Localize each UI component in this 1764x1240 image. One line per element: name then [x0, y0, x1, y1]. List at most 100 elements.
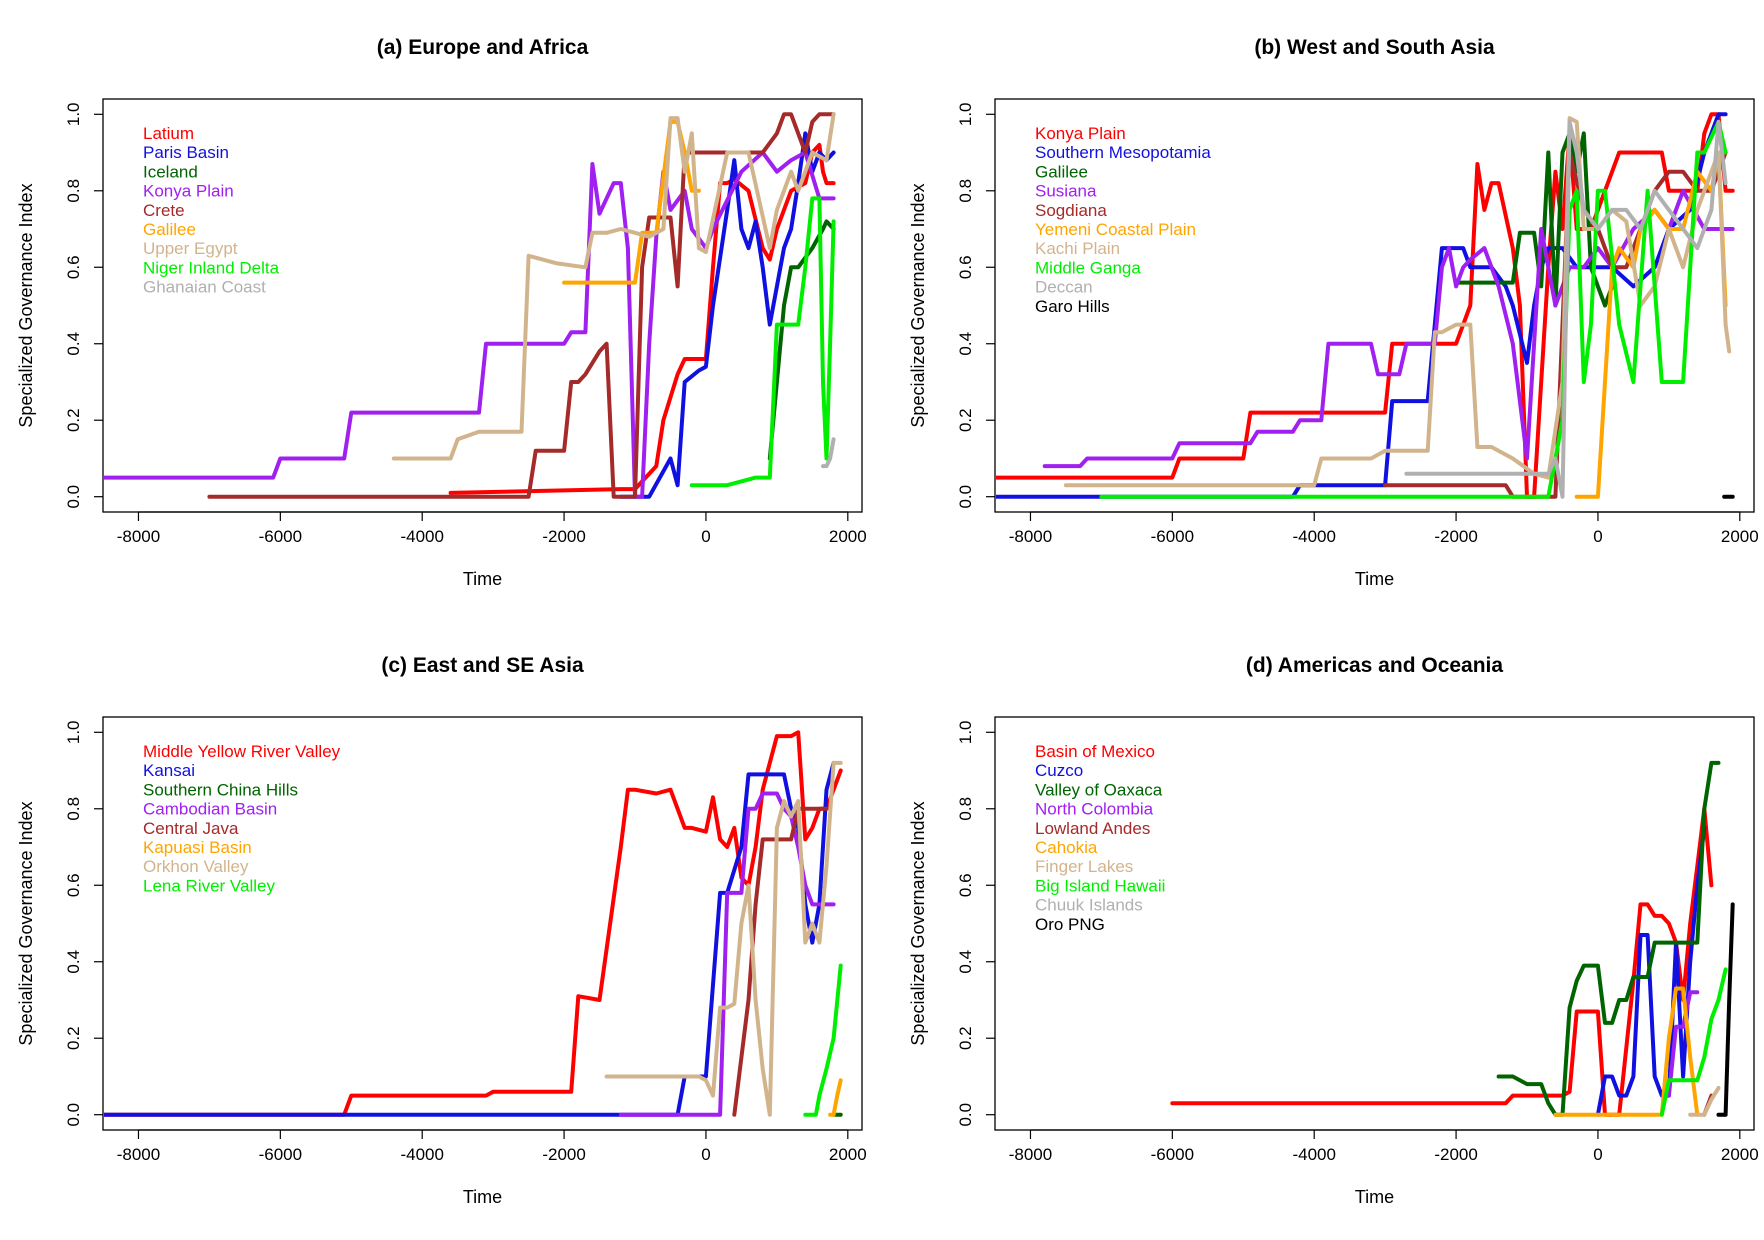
legend-entry: Niger Inland Delta [143, 258, 280, 277]
y-tick-label: 0.6 [956, 255, 975, 279]
x-tick-label: -6000 [1151, 527, 1194, 546]
series-line-8 [803, 963, 843, 1117]
y-axis-label: Specialized Governance Index [908, 801, 928, 1045]
legend-entry: Crete [143, 201, 185, 220]
y-tick-label: 0.0 [64, 1103, 83, 1127]
x-tick-label: -8000 [117, 527, 160, 546]
y-tick-label: 0.8 [956, 797, 975, 821]
chart-panel-2: (b) West and South Asia -8000 -6000 -4000 -2… [908, 36, 1759, 589]
x-tick-label: -2000 [542, 527, 585, 546]
y-tick-label: 0.6 [956, 873, 975, 897]
y-tick-label: 0.2 [64, 408, 83, 432]
x-tick-label: -8000 [1009, 1145, 1052, 1164]
x-tick-label: -4000 [1292, 1145, 1335, 1164]
series-line-9 [821, 437, 836, 469]
series-group [104, 112, 836, 499]
y-tick-label: 1.0 [64, 720, 83, 744]
x-tick-label: -8000 [1009, 527, 1052, 546]
legend-entry: Southern Mesopotamia [1035, 143, 1211, 162]
x-tick-label: -6000 [259, 527, 302, 546]
y-tick-label: 0.2 [64, 1026, 83, 1050]
legend-entry: Susiana [1035, 182, 1097, 201]
legend-entry: Big Island Hawaii [1035, 876, 1165, 895]
series-line-7 [391, 112, 836, 461]
legend-entry: Deccan [1035, 278, 1093, 297]
series-line-9 [1404, 119, 1728, 499]
series-line-7 [1688, 1085, 1721, 1117]
x-tick-label: 2000 [1721, 1145, 1759, 1164]
legend-entry: Kachi Plain [1035, 239, 1120, 258]
chart-panel-1: (a) Europe and Africa -8000 -6000 -4000 -200… [16, 36, 867, 589]
series-line-3 [1454, 131, 1615, 308]
series-group [996, 112, 1735, 499]
y-tick-label: 0.4 [956, 950, 975, 974]
x-tick-label: 0 [1593, 527, 1602, 546]
legend-entry: Ghanaian Coast [143, 278, 266, 297]
series-line-6 [1553, 986, 1700, 1117]
legend-entry: Southern China Hills [143, 780, 298, 799]
chart-title: (d) Americas and Oceania [1246, 654, 1503, 677]
y-tick-label: 0.4 [64, 332, 83, 356]
y-tick-label: 0.4 [956, 332, 975, 356]
legend-entry: Garo Hills [1035, 297, 1110, 316]
legend-entry: Iceland [143, 162, 198, 181]
x-tick-label: -6000 [1151, 1145, 1194, 1164]
x-tick-label: 0 [701, 527, 710, 546]
legend-entry: Latium [143, 124, 194, 143]
legend-entry: Middle Yellow River Valley [143, 742, 341, 761]
x-tick-label: -8000 [117, 1145, 160, 1164]
y-tick-label: 0.6 [64, 873, 83, 897]
series-line-10 [1716, 902, 1735, 1117]
y-tick-label: 0.0 [64, 485, 83, 509]
legend-entry: Middle Ganga [1035, 258, 1141, 277]
series-line-8 [1659, 967, 1728, 1117]
legend-entry: Galilee [1035, 162, 1088, 181]
legend-entry: Lena River Valley [143, 876, 275, 895]
series-line-8 [689, 196, 836, 488]
legend-entry: Valley of Oaxaca [1035, 780, 1163, 799]
series-line-5 [732, 806, 829, 1117]
chart-title: (a) Europe and Africa [377, 36, 589, 59]
legend-entry: Orkhon Valley [143, 857, 249, 876]
legend-entry: Upper Egypt [143, 239, 238, 258]
y-tick-label: 0.8 [64, 179, 83, 203]
legend-entry: Sogdiana [1035, 201, 1107, 220]
y-tick-label: 1.0 [956, 102, 975, 126]
series-line-7 [1063, 116, 1732, 488]
x-axis-label: Time [463, 1187, 502, 1207]
legend-entry: Lowland Andes [1035, 819, 1150, 838]
series-line-1 [1170, 806, 1714, 1117]
x-tick-label: 2000 [829, 1145, 867, 1164]
legend-entry: Cuzco [1035, 761, 1083, 780]
y-tick-label: 0.2 [956, 1026, 975, 1050]
series-line-3 [767, 219, 836, 461]
x-tick-label: -4000 [400, 1145, 443, 1164]
y-tick-label: 0.4 [64, 950, 83, 974]
x-tick-label: -2000 [542, 1145, 585, 1164]
y-tick-label: 0.8 [956, 179, 975, 203]
series-line-2 [104, 760, 836, 1117]
x-tick-label: -4000 [400, 527, 443, 546]
x-axis-label: Time [1355, 569, 1394, 589]
legend-entry: Galilee [143, 220, 196, 239]
series-line-1 [104, 730, 843, 1117]
legend-entry: Cahokia [1035, 838, 1098, 857]
x-tick-label: 0 [701, 1145, 710, 1164]
series-line-4 [618, 791, 836, 1117]
chart-panel-4: (d) Americas and Oceania -8000 -6000 -4000 -… [908, 654, 1759, 1207]
y-tick-label: 0.6 [64, 255, 83, 279]
series-line-3 [1496, 760, 1721, 1117]
legend-entry: Konya Plain [1035, 124, 1126, 143]
chart-title: (b) West and South Asia [1254, 36, 1495, 59]
x-tick-label: -4000 [1292, 527, 1335, 546]
y-tick-label: 0.0 [956, 485, 975, 509]
series-line-4 [1666, 990, 1700, 1098]
y-tick-label: 0.2 [956, 408, 975, 432]
y-axis-label: Specialized Governance Index [16, 801, 36, 1045]
legend-entry: Konya Plain [143, 182, 234, 201]
legend-entry: Paris Basin [143, 143, 229, 162]
x-tick-label: 0 [1593, 1145, 1602, 1164]
series-line-8 [1099, 119, 1728, 499]
legend-entry: Cambodian Basin [143, 800, 277, 819]
